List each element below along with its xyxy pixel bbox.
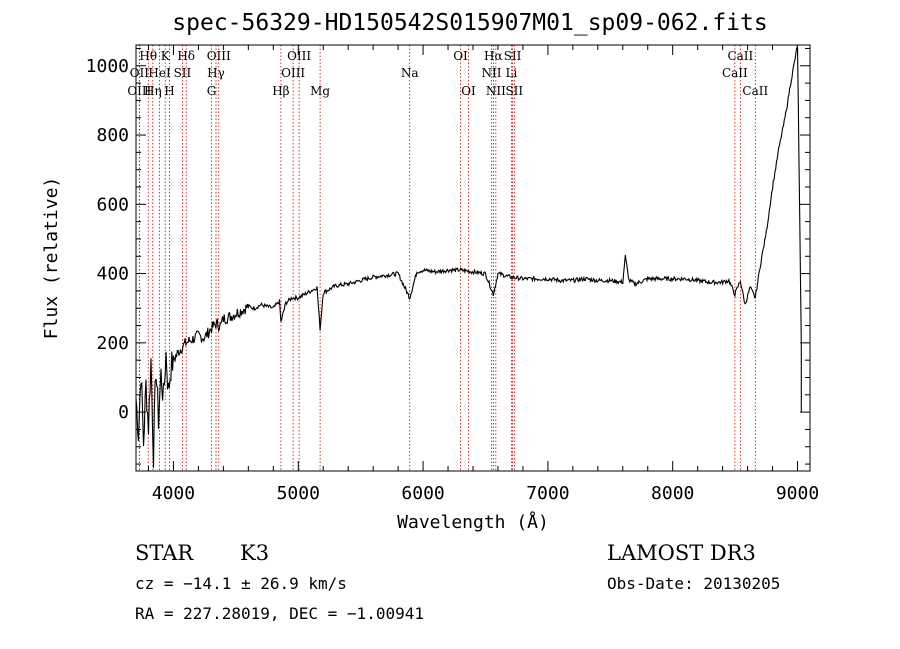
spectral-line-label: OII <box>130 66 150 80</box>
x-tick-label: 6000 <box>401 483 444 504</box>
y-tick-label: 1000 <box>86 56 129 77</box>
spectral-line-label: CaII <box>742 84 768 98</box>
x-tick-label: 5000 <box>277 483 320 504</box>
spectral-line-label: CaII <box>722 66 748 80</box>
spectral-line-label: Hδ <box>177 49 195 63</box>
spectral-line-label: NII <box>481 66 501 80</box>
spectral-line-label: OIII <box>287 49 311 63</box>
x-tick-label: 9000 <box>776 483 819 504</box>
spectral-line-label: CaII <box>727 49 753 63</box>
spectral-line-label: SII <box>505 84 523 98</box>
spectral-line-label: Hθ <box>139 49 157 63</box>
x-tick-label: 8000 <box>651 483 694 504</box>
spectral-line-label: OI <box>461 84 476 98</box>
spectral-line-label: Na <box>401 66 419 80</box>
spectral-line-label: Mg <box>310 84 330 98</box>
x-axis-title: Wavelength (Å) <box>397 511 549 533</box>
spectral-line-label: Li <box>506 66 518 80</box>
class-label: STAR <box>135 541 194 565</box>
y-tick-label: 200 <box>96 333 129 354</box>
spectral-line-label: H <box>164 84 174 98</box>
y-axis-title: Flux (relative) <box>41 177 62 340</box>
spectral-line-label: OI <box>453 49 468 63</box>
x-tick-label: 4000 <box>152 483 195 504</box>
spectrum-line <box>135 45 802 468</box>
radec-text: RA = 227.28019, DEC = −1.00941 <box>135 604 424 623</box>
plot-frame <box>135 44 811 472</box>
x-tick-label: 7000 <box>526 483 569 504</box>
spectral-line-label: Hα <box>484 49 503 63</box>
spectral-line-label: G <box>207 84 217 98</box>
y-tick-label: 800 <box>96 125 129 146</box>
axis-ticks <box>136 45 810 471</box>
spectral-line-label: Hγ <box>207 66 225 80</box>
subclass-label: K3 <box>240 541 269 565</box>
redshift-text: cz = −14.1 ± 26.9 km/s <box>135 574 347 593</box>
y-tick-label: 0 <box>118 402 129 423</box>
spectral-line-label: NII <box>486 84 506 98</box>
spectral-line-label: Hβ <box>272 84 289 98</box>
spectral-line-label: OIII <box>281 66 305 80</box>
spectral-line-label: SII <box>504 49 522 63</box>
spectral-line-label: HeI <box>148 66 171 80</box>
spectral-line-label: Hη <box>144 84 162 98</box>
obs-date-text: Obs-Date: 20130205 <box>607 574 780 593</box>
axis-tick-labels: 4000 5000 6000 7000 8000 9000 0 200 400 600 800 100… <box>86 56 820 504</box>
spectral-line-label: K <box>161 49 171 63</box>
chart-title: spec-56329-HD150542S015907M01_sp09-062.f… <box>172 10 767 36</box>
survey-label: LAMOST DR3 <box>607 541 756 565</box>
spectral-line-label: OIII <box>207 49 231 63</box>
spectral-line-label: OIII <box>127 84 151 98</box>
spectral-line-label: SII <box>174 66 192 80</box>
y-tick-label: 400 <box>96 264 129 285</box>
spectral-line-markers <box>138 45 756 471</box>
y-tick-label: 600 <box>96 194 129 215</box>
